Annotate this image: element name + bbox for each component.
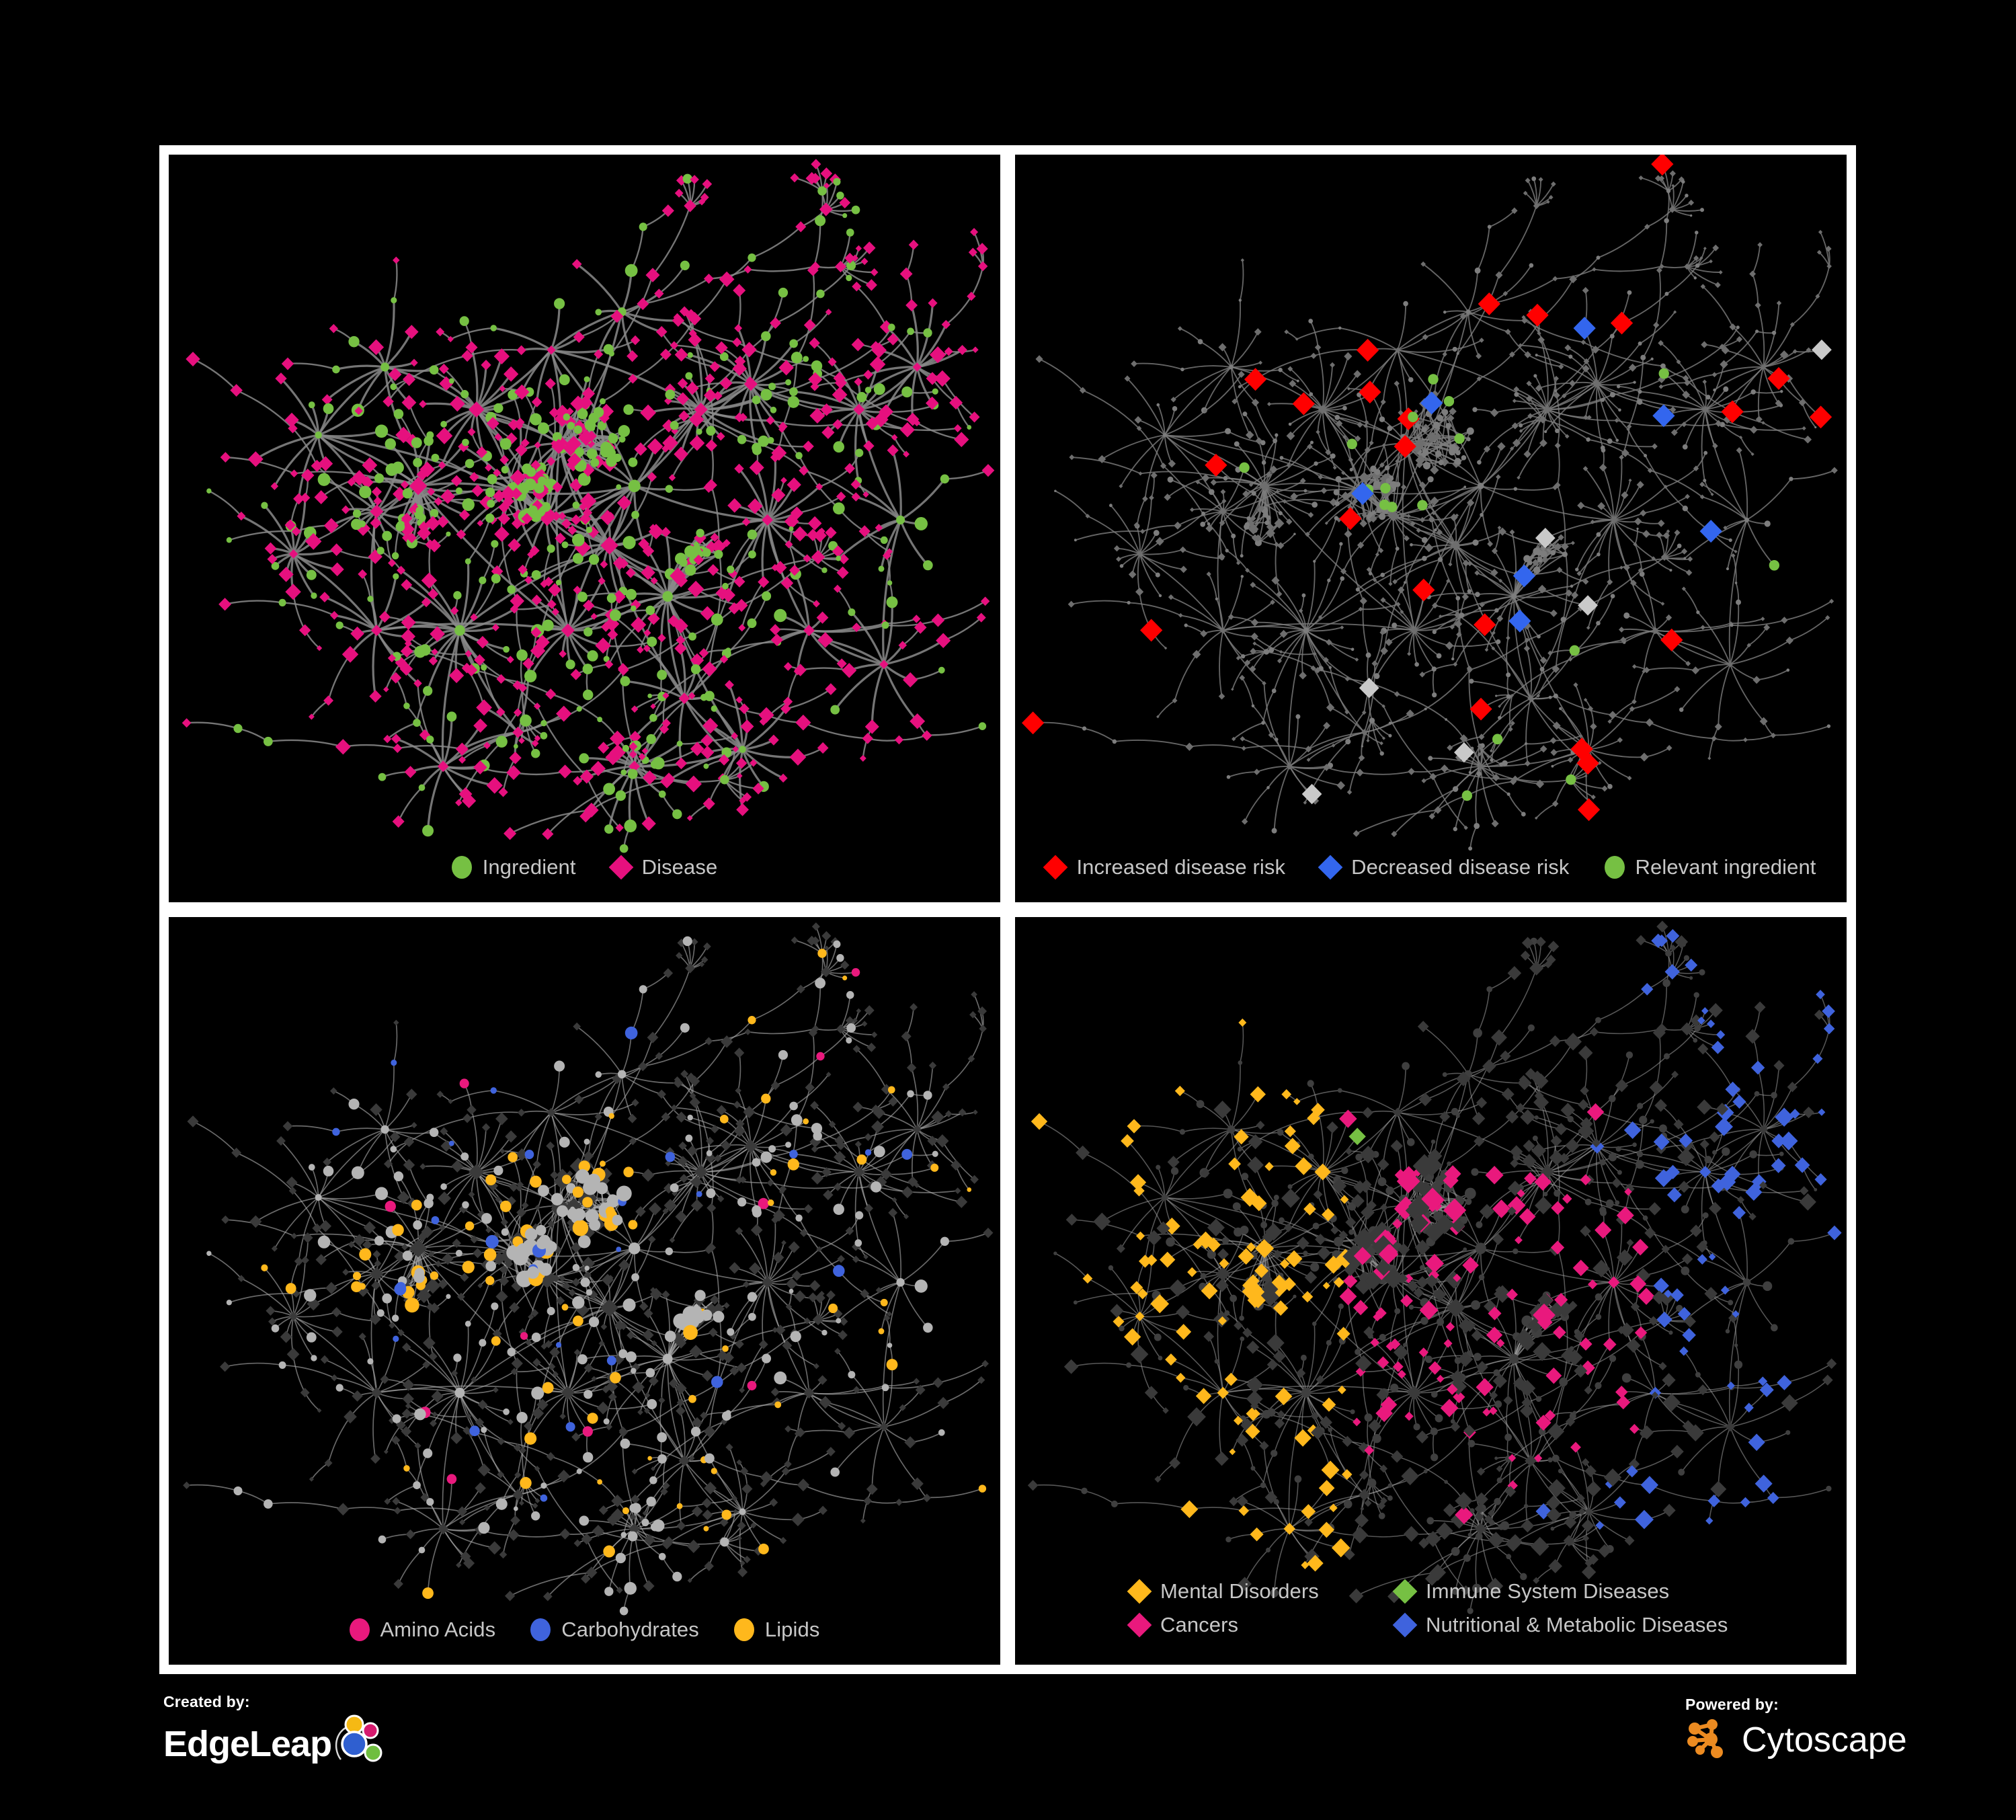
cytoscape-wordmark: Cytoscape <box>1742 1720 1907 1759</box>
panel-grid: Ingredient Disease Increased disease ris… <box>159 145 1856 1674</box>
edgeleap-wordmark: EdgeLeap <box>163 1723 332 1764</box>
network-graph-1 <box>182 159 995 853</box>
network-graph-4 <box>1027 920 1842 1614</box>
panel-disease-risk[interactable]: Increased disease risk Decreased disease… <box>1015 155 1847 902</box>
panel-disease-classes[interactable]: Mental Disorders Immune System Diseases … <box>1015 917 1847 1665</box>
powered-by-kicker: Powered by: <box>1685 1696 1779 1713</box>
network-canvas-ingredient-disease[interactable] <box>169 155 1000 902</box>
network-canvas-disease-classes[interactable] <box>1015 917 1847 1665</box>
panel-nutrient-classes[interactable]: Amino Acids Carbohydrates Lipids <box>169 917 1000 1665</box>
network-graph-3 <box>183 922 994 1616</box>
powered-by-cytoscape-logo[interactable]: Powered by: <box>1685 1696 1907 1763</box>
created-by-kicker: Created by: <box>163 1693 250 1710</box>
cytoscape-network-icon <box>1685 1716 1732 1763</box>
panel-ingredient-disease[interactable]: Ingredient Disease <box>169 155 1000 902</box>
footer: Created by: EdgeLeap <box>0 1675 2016 1820</box>
network-canvas-disease-risk[interactable] <box>1015 155 1847 902</box>
edgeleap-network-icon <box>331 1714 396 1774</box>
network-graph-2 <box>1022 155 1838 851</box>
network-canvas-nutrient-classes[interactable] <box>169 917 1000 1665</box>
created-by-edgeleap-logo[interactable]: Created by: EdgeLeap <box>163 1693 396 1774</box>
